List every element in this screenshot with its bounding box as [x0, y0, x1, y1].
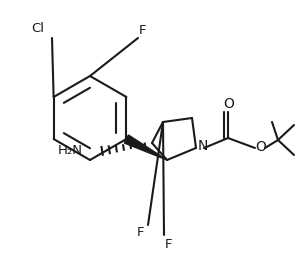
- Text: F: F: [164, 238, 172, 252]
- Text: F: F: [136, 227, 144, 239]
- Text: Cl: Cl: [32, 21, 44, 35]
- Polygon shape: [124, 135, 167, 160]
- Text: N: N: [198, 139, 208, 153]
- Text: O: O: [256, 140, 267, 154]
- Text: F: F: [139, 23, 147, 36]
- Text: H₂N: H₂N: [58, 144, 83, 158]
- Text: O: O: [224, 97, 234, 111]
